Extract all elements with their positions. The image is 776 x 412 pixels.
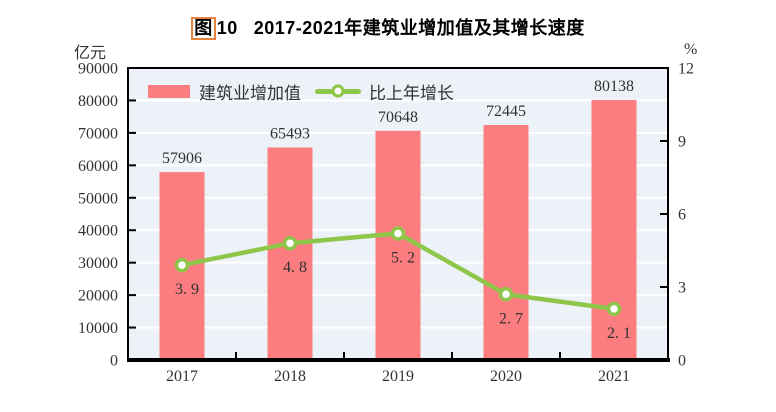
line-marker-2021 [606, 301, 622, 317]
legend: 建筑业增加值 比上年增长 [148, 81, 454, 103]
bar-2020 [483, 124, 529, 360]
left-axis-label: 70000 [78, 125, 118, 142]
line-marker-2018 [282, 235, 298, 251]
bar-2018 [267, 147, 313, 360]
line-value-label: 5. 2 [391, 249, 415, 266]
line-value-label: 3. 9 [175, 281, 199, 298]
legend-bar-label: 建筑业增加值 [199, 83, 301, 103]
figure-number: 10 [216, 18, 238, 38]
legend-line-marker-icon [331, 84, 345, 98]
left-axis-label: 30000 [78, 255, 118, 272]
x-axis-label: 2020 [490, 368, 522, 385]
bar-2021 [591, 99, 637, 361]
legend-bar-swatch [148, 84, 190, 98]
right-axis-label: 0 [678, 353, 686, 370]
right-axis-unit: % [684, 41, 698, 58]
line-marker-2019 [390, 226, 406, 241]
x-axis-label: 2017 [166, 368, 198, 385]
figure-char: 图 [191, 17, 216, 40]
legend-line-label: 比上年增长 [369, 83, 454, 103]
bar-value-label: 65493 [270, 126, 310, 143]
line-marker-2017 [174, 257, 190, 273]
left-axis-label: 80000 [78, 93, 118, 110]
chart-title: 图 10 2017-2021年建筑业增加值及其增长速度 [0, 14, 776, 40]
right-axis-label: 6 [678, 207, 686, 224]
bar-2019 [375, 130, 421, 360]
left-axis-label: 10000 [78, 320, 118, 337]
left-axis-label: 50000 [78, 190, 118, 207]
bar-value-label: 57906 [162, 150, 202, 167]
bar-value-label: 70648 [378, 109, 418, 126]
x-axis-label: 2021 [598, 368, 630, 385]
left-axis-unit: 亿元 [73, 45, 106, 62]
left-axis-label: 40000 [78, 223, 118, 240]
left-axis-label: 0 [110, 353, 118, 370]
bar-value-label: 80138 [594, 78, 634, 95]
x-axis-label: 2018 [274, 368, 306, 385]
right-axis-label: 3 [678, 280, 686, 297]
title-text: 2017-2021年建筑业增加值及其增长速度 [253, 18, 585, 38]
line-value-label: 4. 8 [283, 259, 307, 276]
x-axis-label: 2019 [382, 368, 414, 385]
bar-value-label: 72445 [486, 103, 526, 120]
legend-line-sample [315, 84, 361, 98]
line-value-label: 2. 7 [499, 310, 523, 327]
right-axis-label: 9 [678, 134, 686, 151]
left-axis-label: 90000 [78, 61, 118, 78]
right-axis-label: 12 [678, 61, 694, 78]
left-axis-label: 60000 [78, 158, 118, 175]
line-marker-2020 [498, 287, 514, 302]
line-value-label: 2. 1 [607, 325, 631, 342]
left-axis-label: 20000 [78, 288, 118, 305]
